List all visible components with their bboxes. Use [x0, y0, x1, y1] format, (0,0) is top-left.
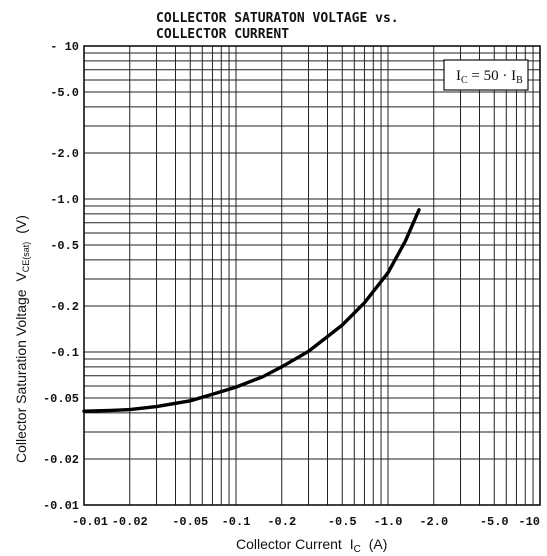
y-tick-label: -2.0	[50, 147, 79, 161]
annotation-lhs: I	[456, 68, 461, 84]
x-tick-labels: -0.01 -0.02 -0.05 -0.1 -0.2 -0.5 -1.0 -2.0 -5.0-…	[72, 515, 540, 529]
x-tick-label: -5.0	[480, 515, 509, 529]
x-tick-label: -1.0	[374, 515, 403, 529]
x-axis-label: Collector Current IC (A)	[236, 536, 387, 555]
annotation-box: IC = 50 · IB	[443, 59, 529, 91]
x-tick-label: -0.1	[222, 515, 251, 529]
annotation-frame	[443, 59, 529, 91]
y-tick-label: -0.02	[43, 453, 79, 467]
annotation-text: IC = 50 · IB	[456, 68, 523, 86]
y-tick-label: - 10	[50, 40, 79, 54]
x-tick-label: -10	[518, 515, 540, 529]
y-tick-label: -0.1	[50, 346, 79, 360]
y-axis-label: Collector Saturation Voltage VCE(sat) (V…	[13, 215, 32, 463]
y-tick-label: -0.01	[43, 499, 79, 513]
y-axis-label-sub: CE(sat)	[21, 242, 31, 273]
y-axis-label-unit: (V)	[13, 215, 29, 234]
x-tick-label: -0.01	[72, 515, 108, 529]
x-axis-label-main: Collector Current	[236, 536, 342, 552]
y-tick-label: -1.0	[50, 193, 79, 207]
x-tick-label: -2.0	[419, 515, 448, 529]
series-line	[82, 208, 421, 413]
annotation-rhs-sub: B	[516, 75, 523, 86]
x-tick-label: -0.05	[172, 515, 208, 529]
series	[82, 208, 421, 413]
chart-title-line1: COLLECTOR SATURATON VOLTAGE vs.	[156, 11, 399, 26]
x-tick-label: -0.2	[267, 515, 296, 529]
y-tick-label: -0.05	[43, 392, 79, 406]
y-tick-label: -0.5	[50, 239, 79, 253]
x-axis-label-symbol: I	[350, 536, 354, 552]
x-axis-label-unit: (A)	[369, 536, 388, 552]
annotation-lhs-sub: C	[461, 75, 468, 86]
grid	[83, 46, 540, 506]
x-axis-label-sub: C	[354, 544, 361, 555]
y-tick-label: -0.2	[50, 300, 79, 314]
y-axis-label-main: Collector Saturation Voltage	[13, 289, 29, 463]
x-tick-label: -0.5	[328, 515, 357, 529]
plot-frame	[83, 45, 541, 506]
y-axis-label-symbol: V	[13, 272, 29, 282]
chart-title-line2: COLLECTOR CURRENT	[156, 27, 289, 42]
y-tick-label: -5.0	[50, 86, 79, 100]
x-tick-label: -0.02	[112, 515, 148, 529]
y-tick-labels: - 10 -5.0 -2.0 -1.0 -0.5 -0.2 -0.1 -0.05 -0.02 -0…	[43, 40, 79, 513]
annotation-mid: = 50 · I	[468, 68, 516, 84]
